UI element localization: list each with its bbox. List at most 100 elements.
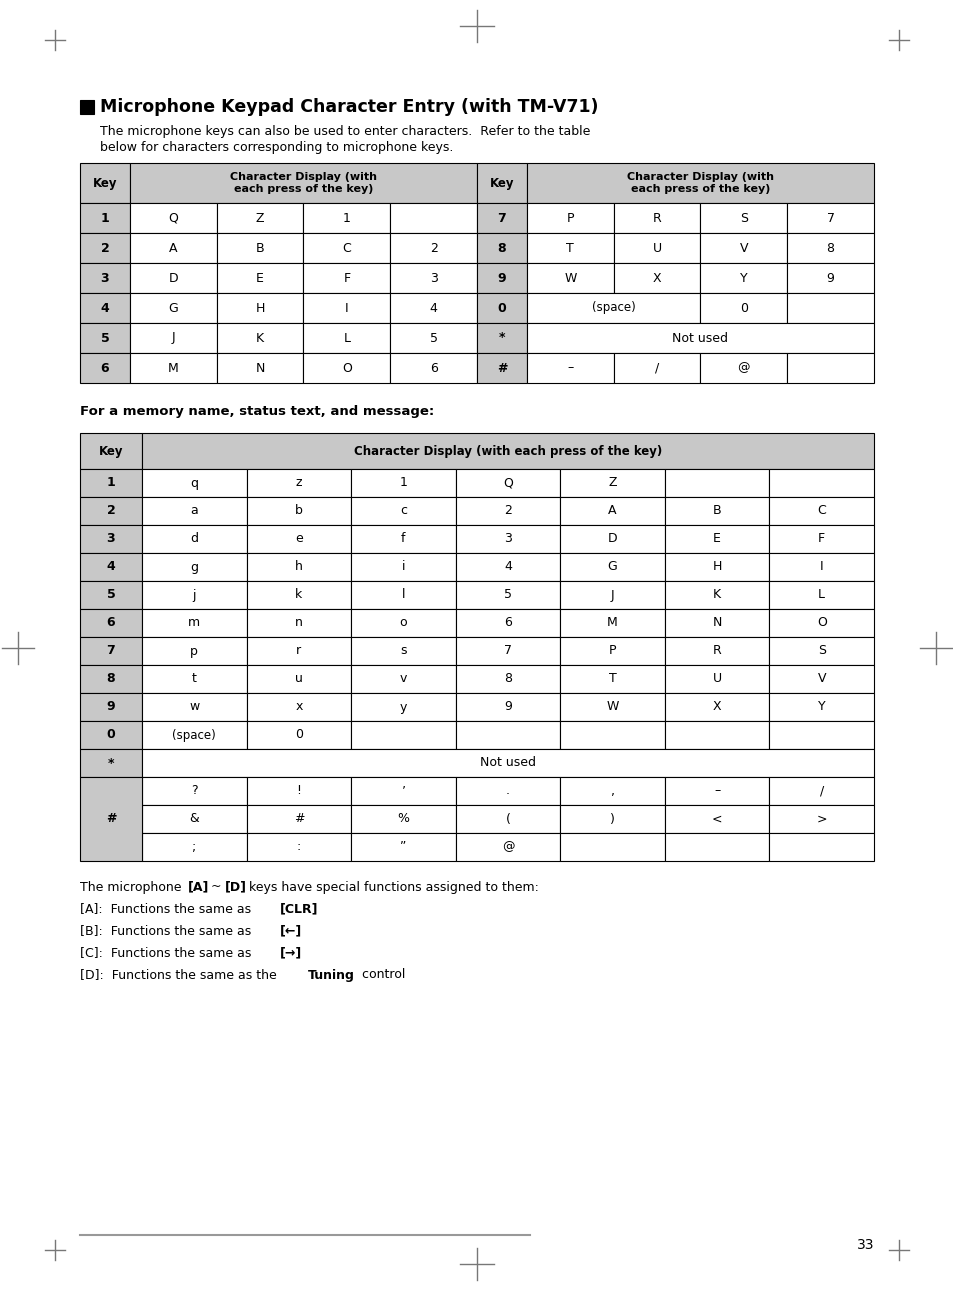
Text: Character Display (with
each press of the key): Character Display (with each press of th… xyxy=(230,172,376,194)
Text: :: : xyxy=(296,841,300,854)
Bar xyxy=(559,553,664,581)
Text: K: K xyxy=(255,331,264,344)
Text: For a memory name, status text, and message:: For a memory name, status text, and mess… xyxy=(80,405,434,418)
Text: O: O xyxy=(816,616,826,629)
Bar xyxy=(786,203,873,233)
Text: (space): (space) xyxy=(591,302,635,314)
Text: ”: ” xyxy=(400,841,406,854)
Bar xyxy=(390,233,476,263)
Bar xyxy=(476,324,526,353)
Bar xyxy=(476,203,526,233)
Text: B: B xyxy=(712,505,720,518)
Bar xyxy=(130,324,216,353)
Bar xyxy=(246,776,351,805)
Bar xyxy=(769,721,873,749)
Bar xyxy=(216,203,303,233)
Text: s: s xyxy=(399,644,406,657)
Text: 5: 5 xyxy=(100,331,110,344)
Bar xyxy=(351,805,456,833)
Text: [C]:  Functions the same as: [C]: Functions the same as xyxy=(80,946,255,959)
Text: n: n xyxy=(294,616,302,629)
Text: 6: 6 xyxy=(429,361,437,374)
Text: 6: 6 xyxy=(503,616,512,629)
Bar xyxy=(80,324,130,353)
Bar xyxy=(142,721,246,749)
Text: ;: ; xyxy=(192,841,196,854)
Bar xyxy=(526,163,873,203)
Text: 8: 8 xyxy=(497,242,506,255)
Bar xyxy=(130,163,476,203)
Bar xyxy=(142,694,246,721)
Bar xyxy=(769,609,873,637)
Bar xyxy=(351,721,456,749)
Bar xyxy=(351,665,456,694)
Bar xyxy=(80,553,142,581)
Bar xyxy=(700,353,786,383)
Text: ’: ’ xyxy=(401,784,405,797)
Text: 3: 3 xyxy=(101,272,110,285)
Bar xyxy=(351,468,456,497)
Text: 4: 4 xyxy=(107,560,115,573)
Bar xyxy=(246,721,351,749)
Text: W: W xyxy=(606,700,618,713)
Text: 3: 3 xyxy=(107,533,115,546)
Text: Microphone Keypad Character Entry (with TM-V71): Microphone Keypad Character Entry (with … xyxy=(100,98,598,116)
Text: 4: 4 xyxy=(100,302,110,314)
Bar xyxy=(246,468,351,497)
Bar xyxy=(80,263,130,292)
Text: i: i xyxy=(401,560,405,573)
Bar xyxy=(664,609,769,637)
Text: g: g xyxy=(190,560,198,573)
Text: E: E xyxy=(256,272,264,285)
Text: T: T xyxy=(566,242,574,255)
Bar xyxy=(246,581,351,609)
Text: R: R xyxy=(712,644,720,657)
Text: Not used: Not used xyxy=(479,757,536,770)
Text: p: p xyxy=(191,644,198,657)
Text: Character Display (with each press of the key): Character Display (with each press of th… xyxy=(354,445,661,458)
Bar xyxy=(303,353,390,383)
Bar xyxy=(80,749,142,776)
Bar xyxy=(559,776,664,805)
Bar xyxy=(80,665,142,694)
Text: >: > xyxy=(816,813,826,826)
Bar xyxy=(769,805,873,833)
Text: T: T xyxy=(608,673,616,686)
Text: M: M xyxy=(168,361,178,374)
Text: C: C xyxy=(817,505,825,518)
Bar xyxy=(351,694,456,721)
Text: Not used: Not used xyxy=(672,331,728,344)
Bar xyxy=(559,637,664,665)
Text: 1: 1 xyxy=(100,211,110,224)
Text: R: R xyxy=(652,211,660,224)
Text: 9: 9 xyxy=(503,700,512,713)
Text: [CLR]: [CLR] xyxy=(280,902,318,915)
Bar xyxy=(664,665,769,694)
Text: control: control xyxy=(357,968,405,982)
Bar xyxy=(769,553,873,581)
Text: z: z xyxy=(295,476,302,489)
Bar xyxy=(700,233,786,263)
Text: 33: 33 xyxy=(856,1238,873,1253)
Bar xyxy=(476,233,526,263)
Text: X: X xyxy=(712,700,720,713)
Text: 0: 0 xyxy=(740,302,747,314)
Text: N: N xyxy=(712,616,721,629)
Text: P: P xyxy=(566,211,574,224)
Text: The microphone: The microphone xyxy=(80,880,185,893)
Text: 0: 0 xyxy=(107,729,115,741)
Bar xyxy=(613,353,700,383)
Text: ?: ? xyxy=(191,784,197,797)
Bar xyxy=(80,100,94,114)
Bar xyxy=(130,263,216,292)
Bar xyxy=(80,497,142,525)
Bar xyxy=(456,497,559,525)
Bar xyxy=(559,833,664,861)
Bar xyxy=(80,233,130,263)
Text: P: P xyxy=(608,644,616,657)
Bar xyxy=(559,609,664,637)
Bar xyxy=(142,497,246,525)
Bar xyxy=(130,353,216,383)
Bar xyxy=(769,525,873,553)
Text: 4: 4 xyxy=(503,560,512,573)
